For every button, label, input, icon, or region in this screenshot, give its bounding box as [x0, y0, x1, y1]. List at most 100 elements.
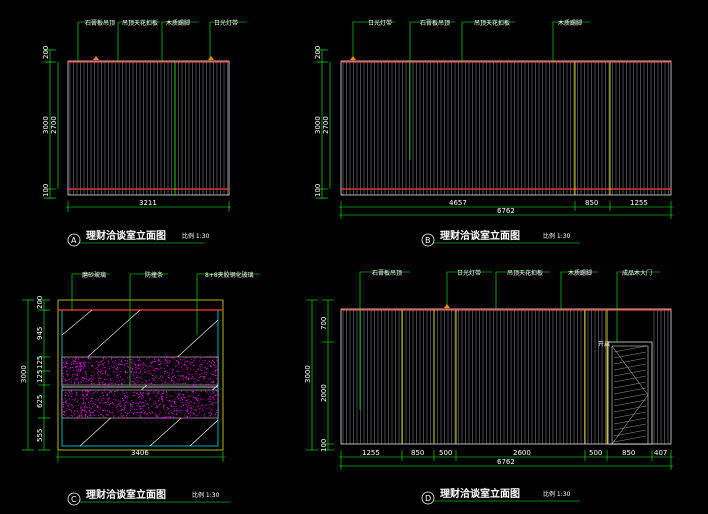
- frosted-dot: [182, 402, 184, 403]
- frosted-dot: [130, 408, 132, 410]
- frosted-dot: [108, 402, 110, 404]
- frosted-dot: [140, 416, 142, 418]
- frosted-dot: [144, 368, 146, 370]
- frosted-dot: [98, 363, 100, 365]
- elevation-marker-a: [67, 233, 81, 247]
- label-b-4: 木质踢脚: [558, 19, 582, 27]
- frosted-dot: [152, 378, 154, 380]
- frosted-dot: [142, 405, 144, 407]
- frosted-dot: [80, 415, 82, 417]
- frosted-dot: [75, 366, 77, 368]
- frosted-dot: [146, 382, 148, 384]
- label-c-3: 8+8夹胶钢化玻璃: [205, 271, 254, 279]
- frosted-dot: [169, 416, 171, 418]
- frosted-dot: [144, 364, 146, 366]
- frosted-dot: [79, 363, 81, 365]
- marker-letter-b: B: [425, 236, 431, 245]
- frosted-dot: [205, 383, 207, 385]
- frosted-dot: [95, 399, 96, 401]
- frosted-dot: [122, 406, 124, 408]
- dim-a-v-200: 200: [42, 46, 50, 59]
- frosted-dot: [137, 382, 139, 383]
- frosted-dot: [146, 390, 148, 392]
- dim-b-v-200: 200: [314, 46, 322, 59]
- frosted-dot: [200, 358, 202, 360]
- frosted-dot: [182, 375, 184, 377]
- frosted-dot: [118, 374, 120, 376]
- frosted-dot: [177, 363, 179, 364]
- frosted-dot: [186, 411, 188, 413]
- frosted-dot: [117, 374, 118, 376]
- door-hatch-line: [613, 423, 647, 431]
- frosted-dot: [72, 407, 74, 409]
- dim-d-h-6762: 6762: [497, 458, 515, 466]
- frosted-dot: [70, 403, 72, 405]
- frosted-dot: [118, 383, 119, 385]
- frosted-dot: [116, 390, 118, 392]
- frosted-dot: [105, 370, 107, 372]
- frosted-dot: [169, 373, 170, 375]
- frosted-dot: [189, 384, 191, 386]
- frosted-dot: [142, 402, 144, 403]
- frosted-dot: [216, 390, 218, 392]
- frosted-dot: [193, 361, 195, 362]
- frosted-dot: [115, 363, 117, 365]
- elevation-b-outline: [340, 60, 672, 196]
- frosted-dot: [76, 365, 78, 367]
- frosted-dot: [212, 391, 214, 393]
- frosted-dot: [200, 366, 202, 368]
- frosted-dot: [158, 378, 160, 379]
- frosted-dot: [198, 403, 200, 405]
- frosted-dot: [160, 361, 162, 362]
- frosted-dot: [68, 391, 70, 393]
- frosted-dot: [121, 361, 122, 363]
- frosted-dot: [150, 366, 152, 368]
- frosted-dot: [178, 381, 180, 383]
- frosted-dot: [148, 379, 150, 381]
- frosted-dot: [136, 375, 138, 377]
- frosted-dot: [117, 368, 119, 370]
- frosted-dot: [99, 371, 101, 373]
- frosted-dot: [213, 361, 214, 363]
- frosted-dot: [111, 391, 112, 393]
- frosted-dot: [87, 390, 89, 392]
- frosted-dot: [91, 364, 93, 366]
- frosted-dot: [141, 417, 143, 419]
- frosted-dot: [124, 417, 126, 419]
- frosted-dot: [208, 412, 210, 414]
- frosted-dot: [156, 414, 158, 416]
- frosted-dot: [130, 359, 132, 361]
- frosted-dot: [67, 380, 69, 382]
- frosted-dot: [195, 409, 197, 411]
- frosted-dot: [169, 360, 171, 362]
- frosted-dot: [74, 358, 76, 360]
- scale-label-b: 比例 1:30: [543, 232, 571, 240]
- frosted-dot: [184, 382, 186, 384]
- dim-c-v-125a: 125: [36, 356, 44, 369]
- frosted-dot: [118, 400, 120, 402]
- frosted-dot: [87, 394, 89, 396]
- frosted-dot: [80, 369, 81, 371]
- frosted-dot: [185, 364, 187, 366]
- frosted-dot: [75, 361, 77, 363]
- frosted-dot: [168, 375, 170, 376]
- frosted-dot: [166, 409, 168, 410]
- frosted-dot: [125, 397, 126, 399]
- frosted-dot: [208, 397, 210, 399]
- frosted-dot: [207, 367, 208, 369]
- frosted-dot: [92, 393, 94, 394]
- wall-panel-stripes-a: [69, 62, 228, 195]
- frosted-dot: [115, 368, 117, 370]
- frosted-dot: [124, 406, 126, 408]
- frosted-dot: [176, 410, 178, 412]
- frosted-dot: [120, 382, 122, 384]
- dim-b-v-100: 100: [314, 184, 322, 197]
- frosted-dot: [136, 392, 138, 394]
- frosted-texture-c: [62, 357, 219, 419]
- frosted-dot: [93, 377, 95, 379]
- frosted-dot: [67, 405, 69, 407]
- frosted-dot: [84, 373, 86, 375]
- frosted-dot: [138, 368, 140, 370]
- frosted-dot: [155, 390, 157, 391]
- frosted-dot: [132, 368, 133, 370]
